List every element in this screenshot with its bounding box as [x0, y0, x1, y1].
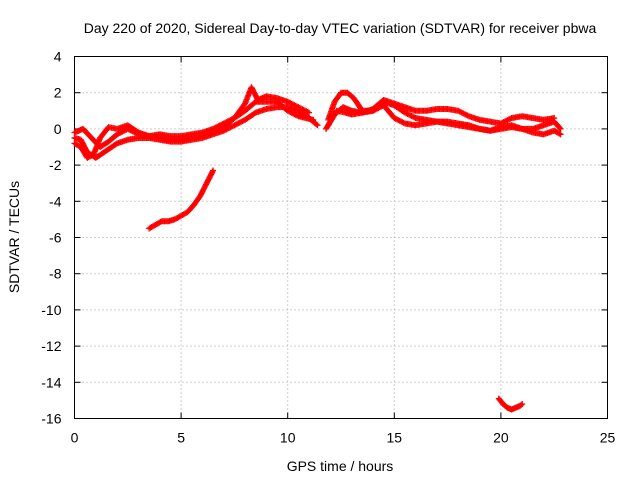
y-axis: -16 -14 -12 -10 -8 -6 -4 -2 0 2 4 [41, 49, 608, 427]
x-tick-label: 25 [600, 430, 616, 446]
y-tick-label: -4 [49, 193, 62, 209]
x-tick-label: 10 [280, 430, 296, 446]
data-point [411, 114, 418, 121]
data-point [556, 130, 563, 137]
data-points [71, 84, 564, 413]
y-tick-label: -6 [49, 230, 62, 246]
data-point [210, 167, 217, 174]
data-point [313, 121, 320, 128]
series-track-main-c [71, 98, 317, 161]
data-point [306, 109, 313, 116]
y-tick-label: -8 [49, 266, 62, 282]
grid [74, 56, 608, 419]
x-tick-label: 20 [493, 430, 509, 446]
data-point [551, 115, 558, 122]
data-point [507, 115, 514, 122]
data-point [294, 112, 301, 119]
chart-title: Day 220 of 2020, Sidereal Day-to-day VTE… [84, 20, 597, 36]
x-tick-label: 5 [177, 430, 185, 446]
series-track-low [146, 167, 217, 232]
series-track-main-b [71, 84, 313, 150]
y-tick-label: -16 [41, 411, 61, 427]
data-point [314, 122, 321, 129]
x-axis-label: GPS time / hours [287, 458, 394, 474]
data-point [400, 119, 407, 126]
series-track-mid-c [323, 102, 564, 138]
x-axis: 0 5 10 15 20 25 [71, 56, 616, 446]
y-tick-label: 2 [54, 85, 62, 101]
data-point [518, 401, 525, 408]
series-track-bottom [495, 395, 526, 413]
data-point [557, 131, 564, 138]
x-tick-label: 0 [71, 430, 79, 446]
y-tick-label: 0 [54, 121, 62, 137]
y-tick-label: -14 [41, 374, 61, 390]
data-point [310, 116, 317, 123]
data-point [557, 125, 564, 132]
y-axis-label: SDTVAR / TECUs [6, 181, 22, 293]
data-point [519, 401, 526, 408]
y-tick-label: 4 [54, 49, 62, 65]
x-tick-label: 15 [387, 430, 403, 446]
y-tick-label: -12 [41, 338, 61, 354]
y-tick-label: -10 [41, 302, 61, 318]
data-point [464, 112, 471, 119]
data-point [556, 124, 563, 131]
data-point [304, 108, 311, 115]
y-tick-label: -2 [49, 157, 62, 173]
